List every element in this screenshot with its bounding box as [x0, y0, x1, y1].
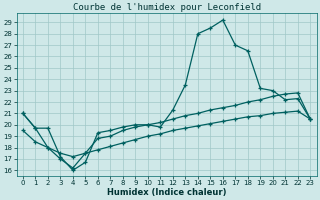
X-axis label: Humidex (Indice chaleur): Humidex (Indice chaleur): [107, 188, 226, 197]
Title: Courbe de l'humidex pour Leconfield: Courbe de l'humidex pour Leconfield: [73, 3, 261, 12]
